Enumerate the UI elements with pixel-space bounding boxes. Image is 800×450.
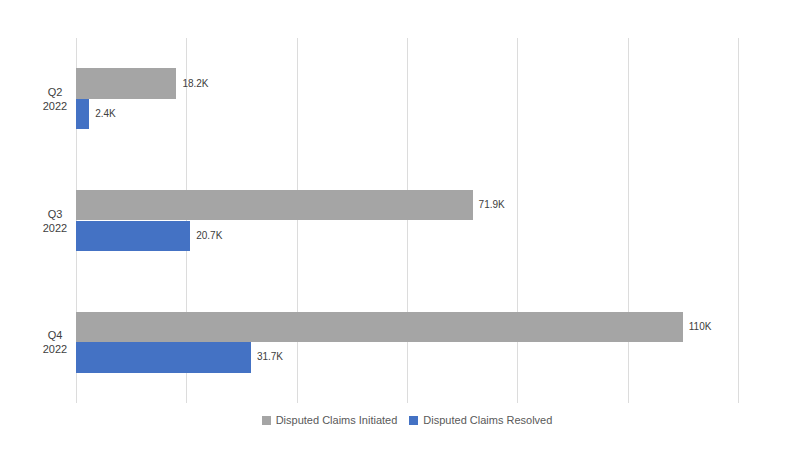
category-label: Q3 2022 [25, 207, 85, 235]
bar-initiated [76, 190, 473, 220]
legend: Disputed Claims Initiated Disputed Claims… [76, 410, 738, 430]
bar-value-label: 71.9K [479, 200, 505, 210]
gridline [297, 38, 298, 403]
bar-resolved [76, 342, 251, 372]
gridline [628, 38, 629, 403]
bar-initiated [76, 312, 683, 342]
bar-chart: 18.2K 2.4K 71.9K 20.7K 110K 31.7K Q2 2022 Q3 2… [0, 0, 800, 450]
bar-initiated [76, 68, 176, 98]
legend-item: Disputed Claims Resolved [409, 414, 552, 426]
bar-value-label: 18.2K [182, 79, 208, 89]
legend-swatch-icon [409, 416, 418, 425]
bar-value-label: 31.7K [257, 352, 283, 362]
plot-area: 18.2K 2.4K 71.9K 20.7K 110K 31.7K [76, 38, 738, 403]
bar-value-label: 110K [689, 322, 712, 332]
gridline [407, 38, 408, 403]
legend-swatch-icon [262, 416, 271, 425]
gridline [517, 38, 518, 403]
legend-label: Disputed Claims Initiated [276, 414, 398, 426]
category-label: Q4 2022 [25, 328, 85, 356]
bar-value-label: 20.7K [196, 231, 222, 241]
gridline [738, 38, 739, 403]
legend-label: Disputed Claims Resolved [423, 414, 552, 426]
bar-value-label: 2.4K [95, 109, 116, 119]
legend-item: Disputed Claims Initiated [262, 414, 398, 426]
category-label: Q2 2022 [25, 85, 85, 113]
bar-resolved [76, 221, 190, 251]
